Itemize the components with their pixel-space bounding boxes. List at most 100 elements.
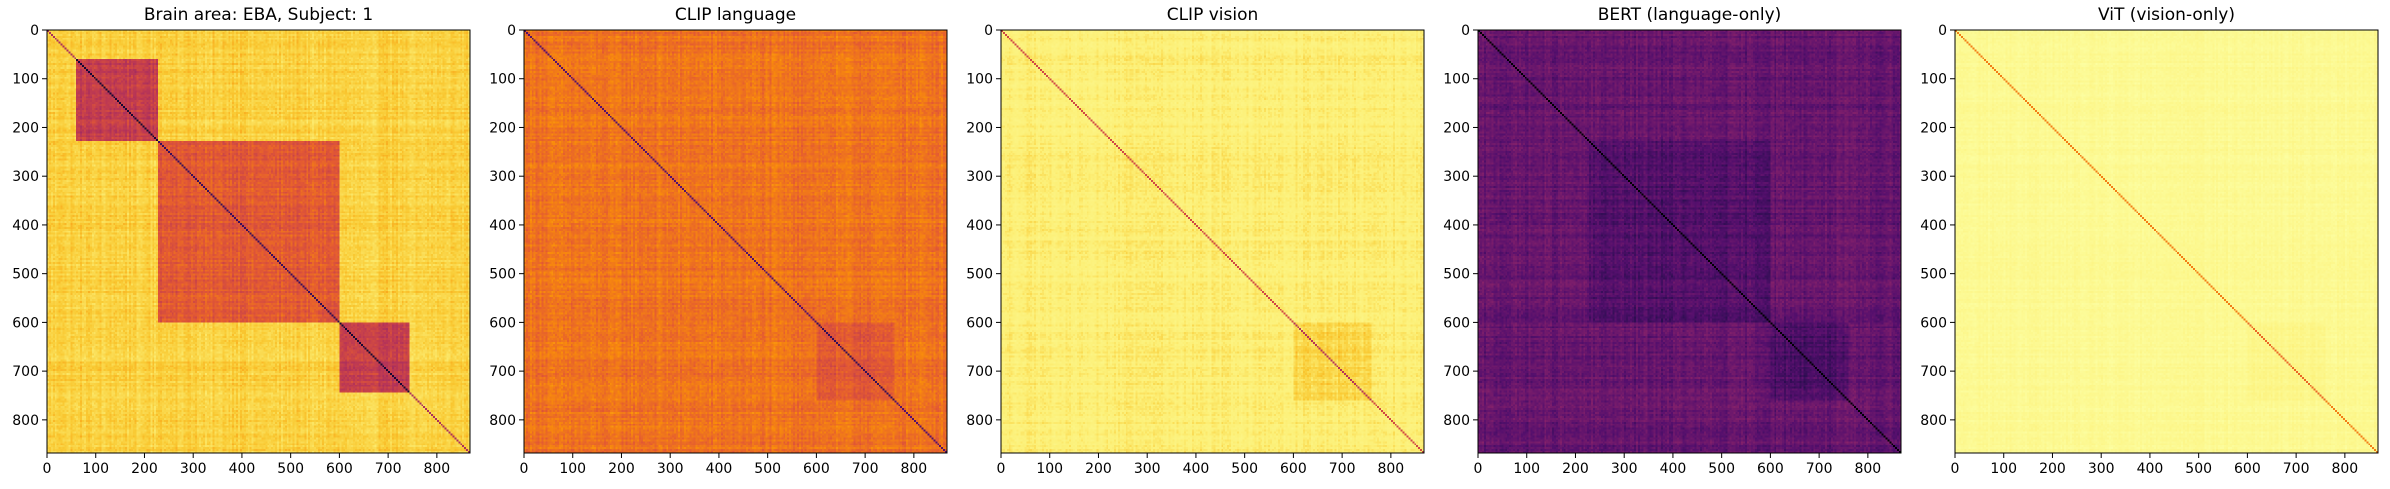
x-tick-label: 300 <box>657 461 684 477</box>
plot-frame <box>1000 29 1425 454</box>
y-tick-label: 800 <box>1443 413 1470 429</box>
y-tick-label: 800 <box>1920 413 1947 429</box>
y-tick-label: 300 <box>1443 169 1470 185</box>
y-tick-label: 100 <box>489 72 516 88</box>
x-tick-label: 300 <box>1611 461 1638 477</box>
x-tick-label: 700 <box>1329 461 1356 477</box>
y-tick-label: 200 <box>966 120 993 136</box>
x-tick-label: 200 <box>608 461 635 477</box>
heatmap-panel-3: CLIP vision 0 100 200 300 400 500 600 700 800 0 100… <box>966 5 1425 477</box>
panel-title: BERT (language-only) <box>1598 5 1782 25</box>
x-tick-label: 200 <box>1562 461 1589 477</box>
y-tick-label: 800 <box>12 413 39 429</box>
y-tick-label: 300 <box>966 169 993 185</box>
panel-title: Brain area: EBA, Subject: 1 <box>144 5 373 25</box>
y-tick-label: 0 <box>30 23 39 39</box>
x-tick-label: 500 <box>1231 461 1258 477</box>
x-tick-label: 400 <box>706 461 733 477</box>
y-tick-label: 0 <box>984 23 993 39</box>
x-tick-label: 800 <box>1854 461 1881 477</box>
x-tick-label: 700 <box>852 461 879 477</box>
y-tick-label: 400 <box>489 218 516 234</box>
x-tick-label: 0 <box>1474 461 1483 477</box>
x-tick-label: 300 <box>180 461 207 477</box>
y-tick-label: 500 <box>966 267 993 283</box>
y-tick-label: 300 <box>12 169 39 185</box>
x-tick-label: 600 <box>1280 461 1307 477</box>
x-tick-label: 100 <box>1513 461 1540 477</box>
panel-title: CLIP vision <box>1167 5 1259 25</box>
panel-title: CLIP language <box>675 5 796 25</box>
y-tick-label: 700 <box>12 364 39 380</box>
y-tick-label: 200 <box>489 120 516 136</box>
x-tick-label: 600 <box>803 461 830 477</box>
x-tick-label: 400 <box>1183 461 1210 477</box>
x-tick-label: 100 <box>559 461 586 477</box>
y-tick-label: 500 <box>489 267 516 283</box>
y-tick-label: 400 <box>1443 218 1470 234</box>
heatmap-image <box>1478 30 1901 453</box>
y-tick-label: 600 <box>1920 315 1947 331</box>
x-tick-label: 300 <box>2088 461 2115 477</box>
heatmap-panel-4: BERT (language-only) 0 100 200 300 400 500 600 7… <box>1443 5 1902 477</box>
x-tick-label: 700 <box>375 461 402 477</box>
heatmap-image <box>1955 30 2378 453</box>
y-tick-label: 100 <box>12 72 39 88</box>
y-tick-label: 200 <box>12 120 39 136</box>
x-tick-label: 100 <box>1990 461 2017 477</box>
x-tick-label: 0 <box>43 461 52 477</box>
y-tick-label: 700 <box>966 364 993 380</box>
y-tick-label: 800 <box>489 413 516 429</box>
x-tick-label: 400 <box>229 461 256 477</box>
y-tick-label: 200 <box>1920 120 1947 136</box>
y-tick-label: 100 <box>966 72 993 88</box>
heatmap-panel-5: ViT (vision-only) 0 100 200 300 400 500 600 700 8… <box>1920 5 2379 477</box>
plot-frame <box>523 29 948 454</box>
x-tick-label: 500 <box>754 461 781 477</box>
plot-frame <box>46 29 471 454</box>
x-tick-label: 700 <box>2283 461 2310 477</box>
y-tick-label: 600 <box>489 315 516 331</box>
x-tick-label: 800 <box>1377 461 1404 477</box>
x-tick-label: 500 <box>2185 461 2212 477</box>
x-tick-label: 600 <box>1757 461 1784 477</box>
x-tick-label: 200 <box>131 461 158 477</box>
y-tick-label: 600 <box>12 315 39 331</box>
y-tick-label: 0 <box>1461 23 1470 39</box>
x-tick-label: 400 <box>1660 461 1687 477</box>
x-tick-label: 0 <box>1951 461 1960 477</box>
heatmap-image <box>1001 30 1424 453</box>
heatmap-panel-1: Brain area: EBA, Subject: 1 0 100 200 300 400… <box>12 5 471 477</box>
y-tick-label: 200 <box>1443 120 1470 136</box>
heatmap-image <box>47 30 470 453</box>
x-tick-label: 100 <box>82 461 109 477</box>
y-tick-label: 400 <box>12 218 39 234</box>
heatmap-image <box>524 30 947 453</box>
x-tick-label: 800 <box>423 461 450 477</box>
x-tick-label: 800 <box>2331 461 2358 477</box>
y-tick-label: 0 <box>507 23 516 39</box>
heatmap-panel-2: CLIP language 0 100 200 300 400 500 600 700 800 0 1… <box>489 5 948 477</box>
y-tick-label: 700 <box>489 364 516 380</box>
plot-frame <box>1477 29 1902 454</box>
y-tick-label: 300 <box>489 169 516 185</box>
x-tick-label: 800 <box>900 461 927 477</box>
y-tick-label: 100 <box>1920 72 1947 88</box>
panel-title: ViT (vision-only) <box>2098 5 2235 25</box>
x-tick-label: 200 <box>1085 461 1112 477</box>
y-tick-label: 800 <box>966 413 993 429</box>
x-tick-label: 500 <box>277 461 304 477</box>
x-tick-label: 400 <box>2137 461 2164 477</box>
y-tick-label: 500 <box>1443 267 1470 283</box>
x-tick-label: 500 <box>1708 461 1735 477</box>
y-tick-label: 500 <box>1920 267 1947 283</box>
y-tick-label: 600 <box>1443 315 1470 331</box>
x-tick-label: 0 <box>997 461 1006 477</box>
y-tick-label: 400 <box>966 218 993 234</box>
y-tick-label: 100 <box>1443 72 1470 88</box>
plot-frame <box>1954 29 2379 454</box>
x-tick-label: 700 <box>1806 461 1833 477</box>
y-tick-label: 300 <box>1920 169 1947 185</box>
y-tick-label: 400 <box>1920 218 1947 234</box>
